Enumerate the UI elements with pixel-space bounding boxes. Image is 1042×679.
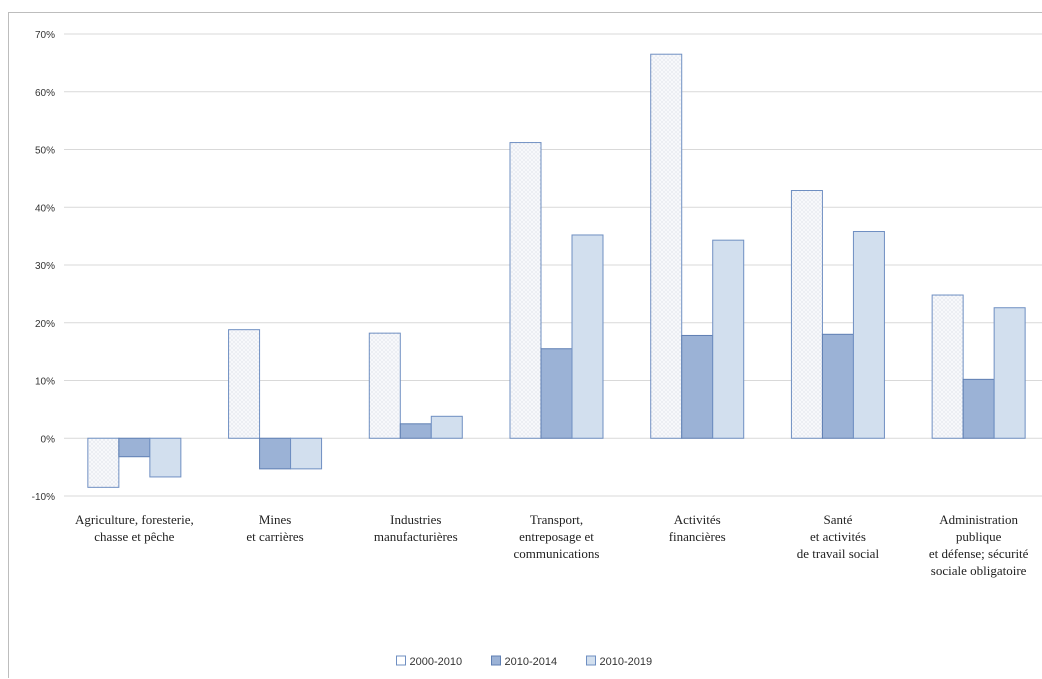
bar-2000-2010 bbox=[790, 190, 823, 439]
x-category-label: Administration publique et défense; sécuri… bbox=[929, 512, 1029, 578]
bar-2000-2010 bbox=[368, 332, 401, 439]
bar-2010-2019 bbox=[149, 437, 182, 478]
bar-2010-2019 bbox=[852, 231, 885, 439]
legend-label: 2010-2019 bbox=[600, 656, 653, 668]
bar-2010-2014 bbox=[259, 437, 292, 470]
x-category-label: Santé et activités de travail social bbox=[797, 512, 880, 561]
y-tick-label: 30% bbox=[35, 261, 55, 272]
x-category-label: Mines et carrières bbox=[246, 512, 303, 544]
bar-2010-2014 bbox=[962, 378, 995, 439]
bar-chart: 70% 60% 50% 40% 30% 20% 10% 0% -10% Agriculture,… bbox=[32, 30, 1042, 668]
bar-2010-2019 bbox=[290, 437, 323, 470]
x-category-label: Activités financières bbox=[669, 512, 726, 544]
bar-2010-2014 bbox=[118, 437, 151, 458]
bar-2010-2014 bbox=[540, 348, 573, 439]
bar-2010-2014 bbox=[821, 333, 854, 439]
y-tick-label: -10% bbox=[32, 492, 55, 503]
legend-label: 2000-2010 bbox=[410, 656, 463, 668]
bars bbox=[87, 53, 1026, 488]
y-tick-label: 60% bbox=[35, 88, 55, 99]
y-tick-label: 0% bbox=[41, 434, 56, 445]
bar-2010-2019 bbox=[571, 234, 604, 439]
y-axis-ticks: 70% 60% 50% 40% 30% 20% 10% 0% -10% bbox=[32, 30, 55, 503]
x-category-label: Transport, entreposage et communications bbox=[514, 512, 600, 561]
bar-2000-2010 bbox=[650, 53, 683, 439]
y-tick-label: 70% bbox=[35, 30, 55, 41]
y-tick-label: 20% bbox=[35, 319, 55, 330]
y-tick-label: 40% bbox=[35, 203, 55, 214]
x-category-label: Industries manufacturières bbox=[374, 512, 458, 544]
legend-swatch bbox=[491, 655, 501, 666]
bar-2000-2010 bbox=[931, 294, 964, 439]
legend-label: 2010-2014 bbox=[505, 656, 558, 668]
legend: 2000-2010 2010-2014 2010-2019 bbox=[396, 655, 653, 668]
bar-2010-2014 bbox=[681, 334, 714, 439]
bar-2000-2010 bbox=[87, 437, 120, 488]
x-category-label: Agriculture, foresterie, chasse et pêche bbox=[75, 512, 194, 544]
y-tick-label: 50% bbox=[35, 146, 55, 157]
bar-2010-2019 bbox=[430, 415, 463, 439]
legend-swatch bbox=[586, 655, 596, 666]
category-labels: Agriculture, foresterie, chasse et pêche M… bbox=[75, 512, 1029, 578]
bar-2010-2014 bbox=[399, 423, 432, 439]
bar-2000-2010 bbox=[228, 329, 261, 439]
bar-2010-2019 bbox=[993, 307, 1026, 439]
bar-2010-2019 bbox=[712, 239, 745, 439]
chart-frame: 70% 60% 50% 40% 30% 20% 10% 0% -10% Agriculture,… bbox=[8, 12, 1042, 678]
y-tick-label: 10% bbox=[35, 377, 55, 388]
bar-2000-2010 bbox=[509, 142, 542, 439]
legend-swatch bbox=[396, 655, 406, 666]
